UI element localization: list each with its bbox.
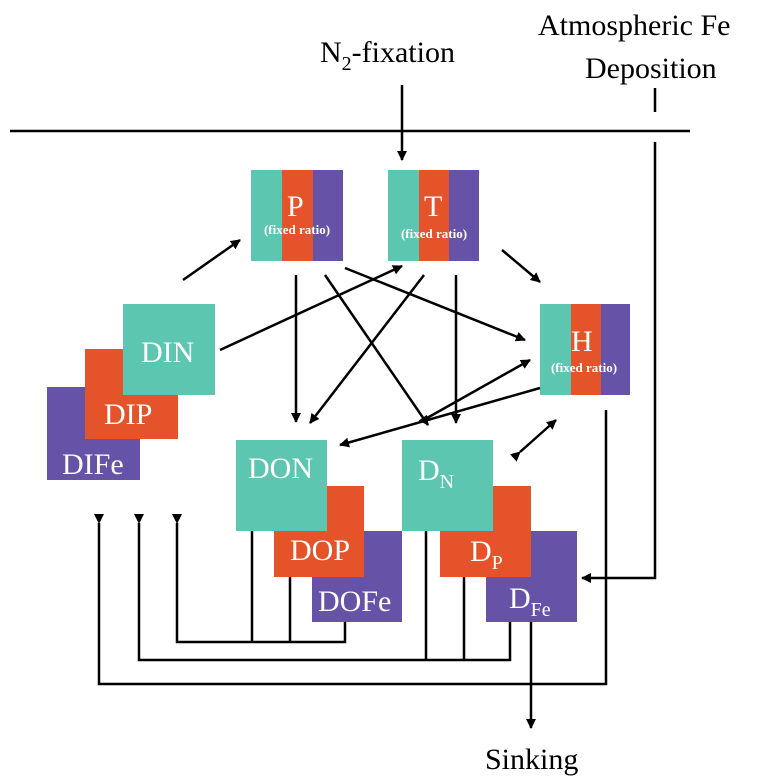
- organism-h: H (fixed ratio): [540, 304, 630, 395]
- dop-label: DOP: [290, 534, 350, 567]
- arrow-din-to-p: [182, 238, 241, 282]
- arrow-t-to-don: [309, 274, 425, 424]
- organism-t: T (fixed ratio): [388, 170, 479, 261]
- dife-label: DIFe: [62, 448, 124, 481]
- dn-box: [402, 440, 493, 531]
- sinking-label: Sinking: [485, 743, 578, 776]
- din-label: DIN: [141, 336, 194, 369]
- arrow-p-to-dn: [323, 274, 430, 426]
- detritus-pools: DN DP DFe: [402, 440, 577, 622]
- arrow-t-to-h: [501, 249, 541, 283]
- arrow-h-to-don: [339, 386, 541, 448]
- organism-h-note: (fixed ratio): [551, 360, 617, 375]
- flow-arrows: [182, 238, 557, 462]
- arrow-p-to-h: [344, 266, 526, 342]
- dip-label: DIP: [104, 398, 152, 431]
- dn-label: DN: [418, 454, 454, 493]
- organism-p: P (fixed ratio): [251, 170, 343, 261]
- dissolved-organic-pools: DON DOP DOFe: [236, 440, 402, 622]
- organism-t-note: (fixed ratio): [401, 226, 467, 241]
- n2-fixation-label: N2-fixation: [320, 36, 455, 75]
- organism-p-note: (fixed ratio): [264, 222, 330, 237]
- organism-h-letter: H: [571, 325, 593, 358]
- dofe-label: DOFe: [318, 585, 391, 618]
- organism-t-letter: T: [424, 190, 442, 223]
- don-label: DON: [248, 452, 313, 485]
- arrow-h-dn-double: [509, 419, 557, 462]
- inorganic-pools: DIN DIP DIFe: [47, 304, 215, 481]
- dfe-label: DFe: [509, 582, 551, 621]
- atmospheric-fe-label: Atmospheric Fe: [538, 9, 730, 42]
- din-box: [123, 304, 215, 395]
- deposition-label: Deposition: [585, 52, 717, 85]
- dp-label: DP: [470, 535, 503, 574]
- return-lines: [94, 410, 608, 729]
- arrow-don-to-h: [419, 358, 531, 424]
- don-box: [236, 440, 327, 531]
- organism-p-letter: P: [287, 190, 304, 223]
